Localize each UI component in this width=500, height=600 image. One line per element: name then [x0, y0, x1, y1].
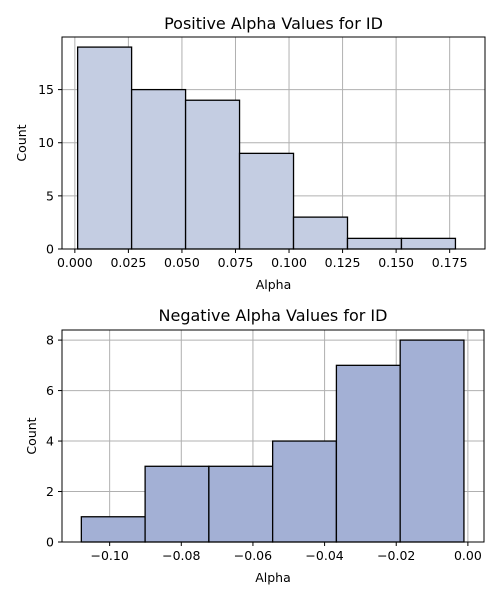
histogram-bar: [80, 516, 146, 543]
x-tick-label: 0.075: [218, 255, 254, 270]
y-tick-label: 2: [46, 484, 54, 499]
x-tick-label: 0.125: [325, 255, 361, 270]
positive-alpha-histogram: Positive Alpha Values for ID 0.000 0.025 0…: [14, 14, 486, 292]
y-tick-label: 15: [38, 82, 54, 97]
y-tick-label: 10: [38, 135, 54, 150]
y-tick-label: 4: [46, 434, 54, 449]
chart-title: Positive Alpha Values for ID: [164, 14, 383, 33]
x-tick-label: −0.06: [234, 548, 272, 563]
x-tick-label: 0.175: [432, 255, 468, 270]
histogram-bar: [271, 440, 338, 543]
x-tick-label: −0.08: [162, 548, 200, 563]
x-tick-label: 0.00: [454, 548, 482, 563]
histogram-bar: [335, 364, 401, 543]
histogram-bar: [399, 339, 465, 543]
histogram-bar: [76, 46, 133, 250]
negative-alpha-histogram: Negative Alpha Values for ID −0.10 −0.08 −…: [24, 306, 485, 585]
histogram-bar: [238, 152, 295, 250]
x-tick-label: 0.025: [110, 255, 146, 270]
histogram-bar: [184, 99, 241, 250]
x-axis-label: Alpha: [255, 570, 291, 585]
y-axis-label: Count: [24, 417, 39, 454]
y-tick-label: 5: [46, 188, 54, 203]
y-tick-label: 6: [46, 383, 54, 398]
x-tick-label: −0.02: [377, 548, 415, 563]
x-tick-label: −0.04: [305, 548, 343, 563]
x-axis-label: Alpha: [256, 277, 292, 292]
chart-title: Negative Alpha Values for ID: [159, 306, 388, 325]
histogram-bar: [144, 465, 210, 543]
histogram-bar: [130, 88, 187, 250]
x-tick-label: 0.000: [57, 255, 93, 270]
y-tick-label: 8: [46, 333, 54, 348]
x-tick-label: 0.050: [164, 255, 200, 270]
y-axis-label: Count: [14, 124, 29, 161]
x-tick-label: 0.100: [271, 255, 307, 270]
histogram-bar: [400, 237, 457, 250]
plot-area-frame: [61, 329, 485, 543]
y-tick-label: 0: [46, 242, 54, 257]
x-tick-label: 0.150: [378, 255, 414, 270]
histogram-bar: [292, 216, 349, 250]
y-tick-label: 0: [46, 535, 54, 550]
x-tick-label: −0.10: [90, 548, 128, 563]
histogram-bar: [208, 465, 274, 543]
histogram-bar: [346, 237, 403, 250]
